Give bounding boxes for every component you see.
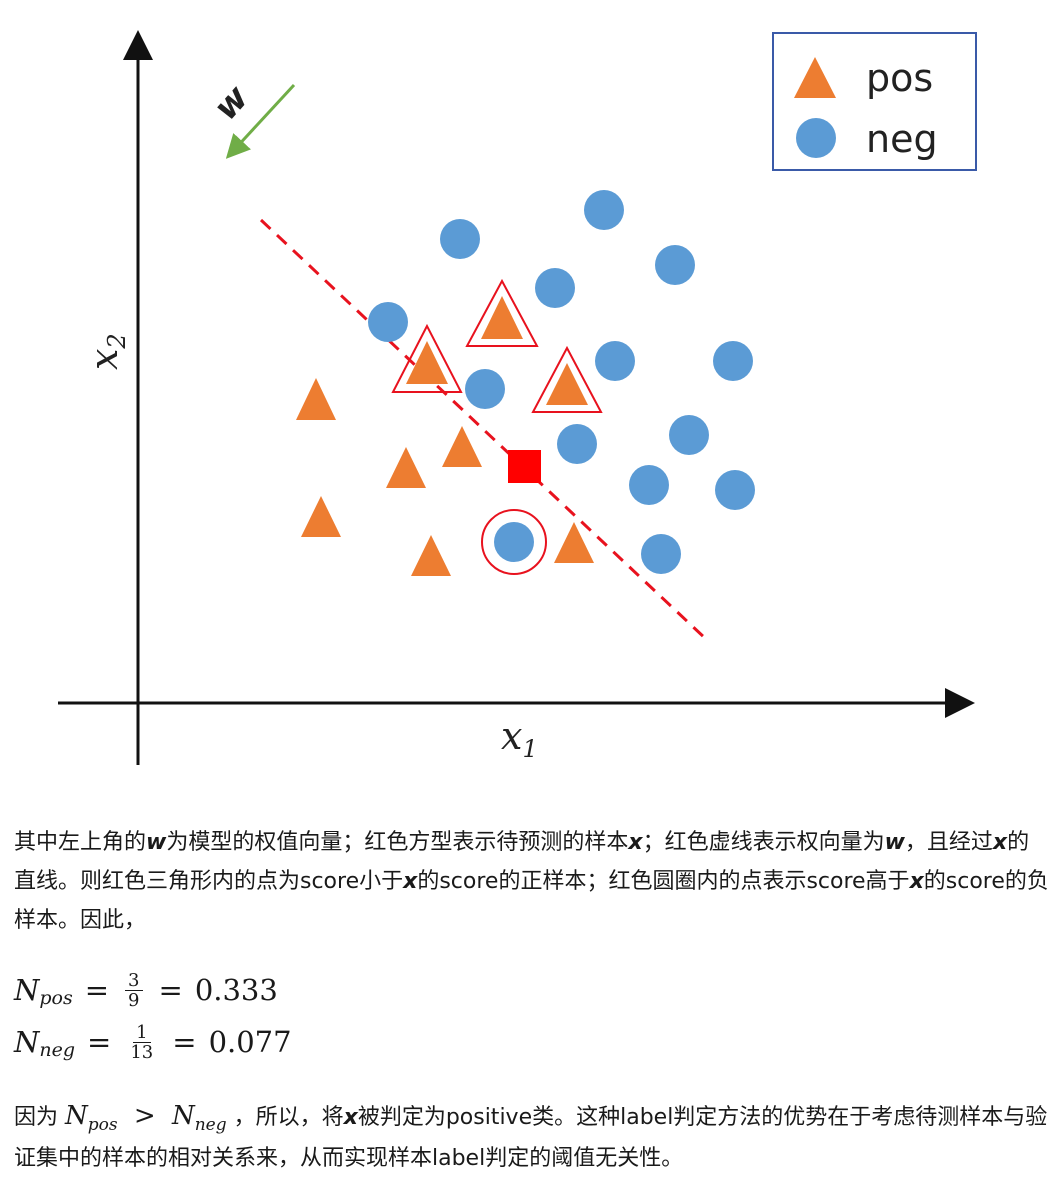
neg-point [368,302,408,342]
pos-point [301,496,341,537]
highlight-circle [481,509,547,575]
legend-circle-icon [796,118,836,158]
neg-point [584,190,624,230]
pos-point-highlighted [406,341,448,384]
highlight-triangle [465,278,539,347]
y-axis-label: x2 [82,333,131,370]
pos-point [442,426,482,467]
legend-triangle-icon [794,57,836,98]
decision-line [259,218,709,642]
highlight-triangle [391,323,463,393]
neg-point [629,465,669,505]
neg-point [465,369,505,409]
neg-point [655,245,695,285]
pos-point [554,522,594,563]
neg-point [713,341,753,381]
pos-point-highlighted [481,296,523,339]
legend-neg-label: neg [866,117,938,161]
w-arrow [225,83,296,159]
neg-point-highlighted [494,522,534,562]
pos-point [411,535,451,576]
query-sample-square [508,450,541,483]
w-label: w [206,77,257,128]
classification-figure: x1 x2 w pos neg [58,30,977,765]
neg-point [715,470,755,510]
x-axis-label: x1 [501,714,538,763]
highlight-triangle [531,345,603,413]
neg-point [535,268,575,308]
legend-pos-label: pos [866,56,933,100]
neg-point [641,534,681,574]
neg-point [440,219,480,259]
conclusion-paragraph: 因为 Npos > Nneg ，所以，将x被判定为positive类。这种lab… [14,1101,1048,1171]
neg-point [669,415,709,455]
neg-point [595,341,635,381]
pos-point [386,447,426,488]
explanation-paragraph: 其中左上角的w为模型的权值向量；红色方型表示待预测的样本x；红色虚线表示权向量为… [14,830,1049,933]
pos-point-highlighted [546,363,588,405]
pos-point [296,378,336,420]
neg-point [557,424,597,464]
